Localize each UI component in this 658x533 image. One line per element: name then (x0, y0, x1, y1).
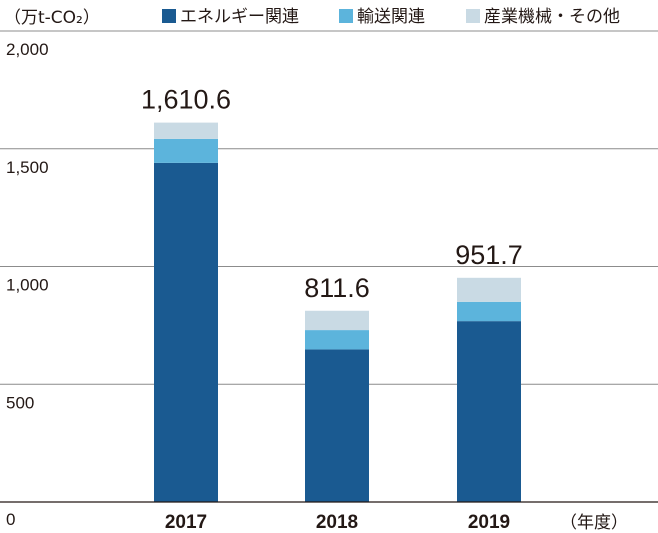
total-labels: 1,610.6 811.6 951.7 (141, 85, 523, 303)
legend-swatch-energy (162, 9, 176, 23)
y-tick-label: 500 (6, 393, 34, 412)
legend: エネルギー関連 輸送関連 産業機械・その他 (162, 7, 620, 27)
bar-segment-energy (457, 321, 521, 502)
legend-label-industrial: 産業機械・その他 (484, 7, 620, 27)
x-tick-label: 2017 (165, 512, 207, 533)
y-tick-label: 1,000 (6, 276, 49, 295)
bar-total-label: 951.7 (455, 240, 523, 270)
y-tick-label: 2,000 (6, 40, 49, 59)
legend-swatch-transport (339, 9, 353, 23)
legend-label-transport: 輸送関連 (357, 7, 425, 27)
x-tick-label: 2019 (468, 512, 510, 533)
y-tick-label: 1,500 (6, 158, 49, 177)
bar-segment-transport (305, 330, 369, 350)
bar-total-label: 811.6 (304, 273, 370, 303)
x-tick-label: 2018 (316, 512, 358, 533)
x-tick-labels: 2017 2018 2019 (165, 512, 510, 533)
bar-segment-energy (154, 162, 218, 502)
bar-segment-industrial (457, 277, 521, 302)
bars (154, 122, 521, 502)
legend-label-energy: エネルギー関連 (180, 7, 299, 27)
y-axis-unit-label: （万t-CO₂） (4, 8, 100, 28)
bar-total-label: 1,610.6 (141, 85, 231, 115)
y-tick-label: 0 (6, 510, 15, 529)
bar-segment-industrial (154, 122, 218, 139)
bar-segment-transport (154, 138, 218, 163)
legend-swatch-industrial (466, 9, 480, 23)
x-axis-unit-label: （年度） (560, 513, 628, 533)
y-tick-labels: 0 500 1,000 1,500 2,000 (6, 40, 49, 529)
bar-segment-industrial (305, 310, 369, 331)
bar-segment-transport (457, 301, 521, 322)
bar-segment-energy (305, 349, 369, 502)
